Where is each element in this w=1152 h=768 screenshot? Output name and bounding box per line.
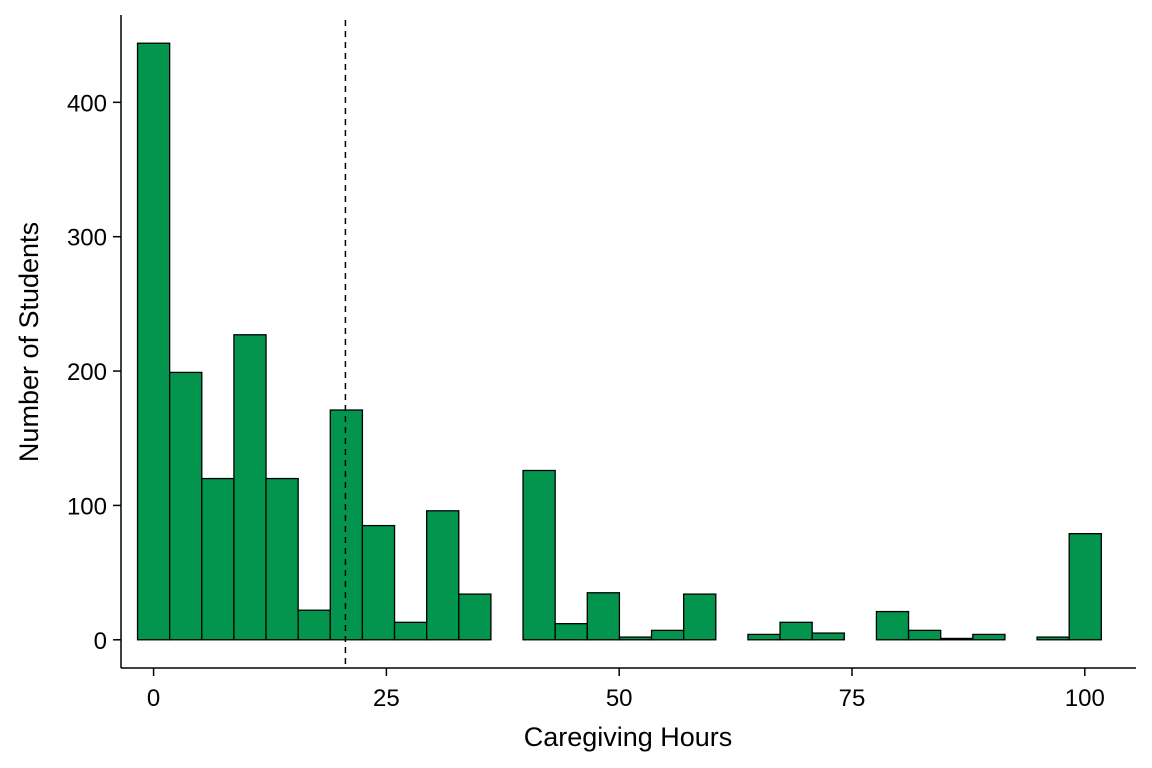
histogram-bar [1036,636,1070,641]
y-tick-label: 200 [67,359,107,386]
x-tick-label: 50 [606,685,633,712]
histogram-bar [168,371,203,641]
y-tick-label: 400 [67,90,107,117]
x-tick-label: 100 [1065,685,1105,712]
histogram-bar [458,593,492,641]
histogram-bar [907,629,942,641]
histogram-bar [522,469,556,641]
y-tick-label: 0 [94,628,107,655]
histogram-bar [650,629,685,641]
histogram-bar [586,592,621,641]
histogram-bar [683,593,717,641]
histogram-bar [554,623,588,641]
histogram-bar [393,621,428,641]
histogram-bar [779,621,813,641]
y-axis-ticks: 0 100 200 300 400 [67,90,121,655]
histogram-bar [136,42,171,641]
y-tick-label: 100 [67,493,107,520]
y-tick-label: 300 [67,225,107,252]
histogram-bar [875,610,910,641]
x-tick-label: 0 [147,685,160,712]
histogram-bar [811,632,845,641]
histogram-bar [426,510,460,641]
histogram-bar [940,637,974,641]
histogram-bar [618,636,653,641]
histogram-bar [1068,532,1102,641]
histogram-bar [747,633,781,641]
x-axis-ticks: 0 25 50 75 100 [147,668,1105,712]
histogram-bar [972,633,1006,641]
x-axis-title: Caregiving Hours [524,722,733,752]
y-axis-title: Number of Students [14,222,44,462]
histogram-bar [201,477,235,641]
x-tick-label: 75 [839,685,866,712]
bars-group [136,42,1102,641]
histogram-bar [233,334,267,641]
histogram-bar [329,409,364,641]
x-tick-label: 25 [373,685,400,712]
histogram-bar [297,609,331,641]
histogram-bar [361,524,396,641]
histogram-bar [265,477,299,641]
